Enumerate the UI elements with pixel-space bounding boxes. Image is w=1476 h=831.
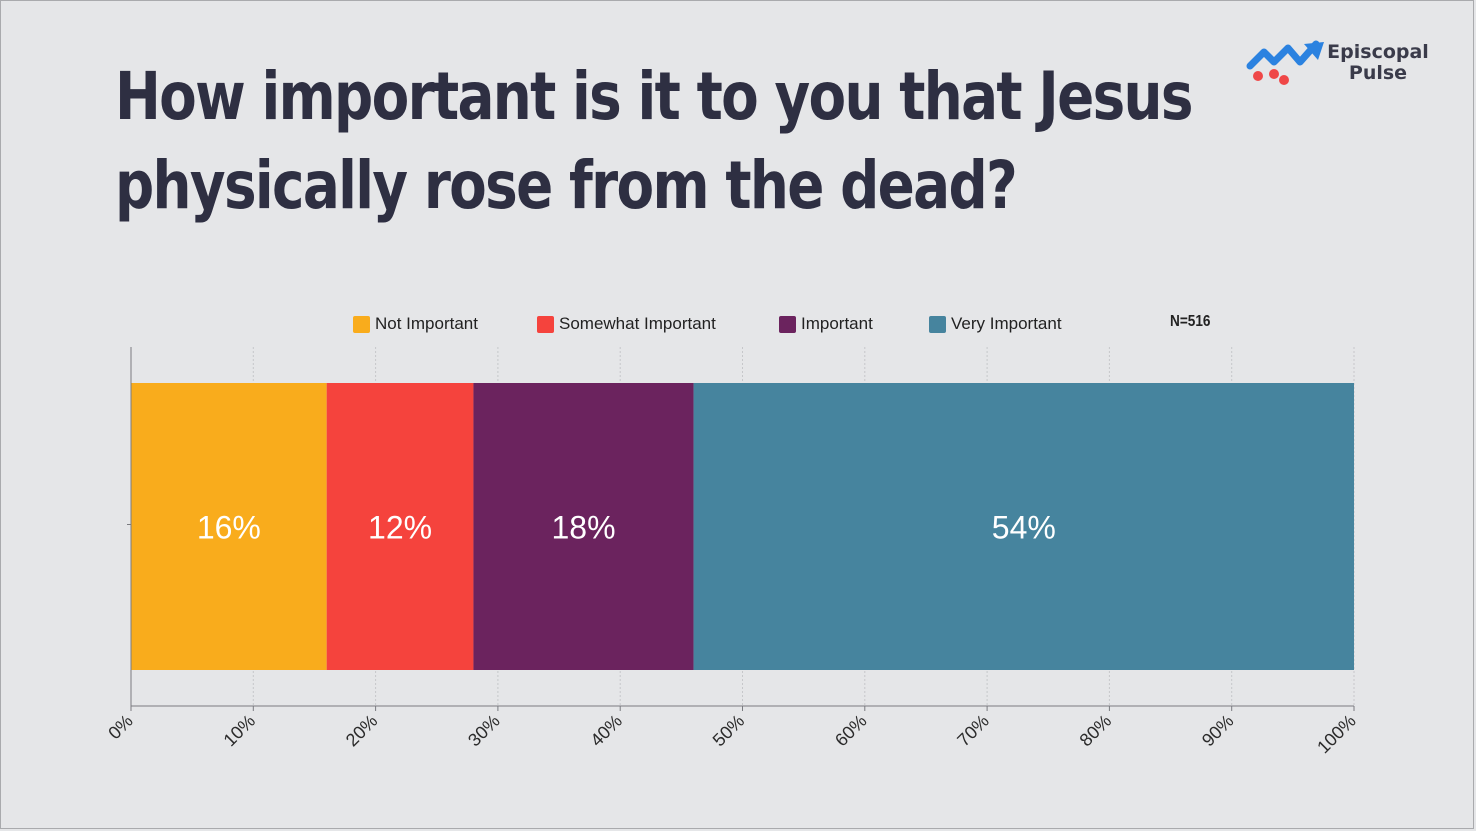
bar-segment — [693, 383, 1354, 670]
x-tick-label: 100% — [1313, 711, 1360, 758]
x-tick-label: 70% — [953, 711, 993, 751]
legend-swatch — [353, 315, 370, 333]
bar-segment — [131, 383, 327, 670]
trend-arrow-icon — [1246, 40, 1324, 85]
bar-segment — [473, 383, 694, 670]
bar-segment — [326, 383, 474, 670]
x-tick-label: 50% — [709, 711, 749, 751]
legend-label: Very Important — [951, 314, 1062, 333]
title-line-2: physically rose from the dead? — [115, 147, 1018, 224]
legend-item-somewhat-important: Somewhat Important — [537, 314, 716, 334]
logo-line-2: Pulse — [1348, 62, 1408, 84]
x-tick-label: 30% — [464, 711, 504, 751]
legend-label: Important — [801, 314, 873, 333]
logo-wordmark: Episcopal Pulse — [1321, 42, 1435, 84]
logo-line-1: Episcopal — [1327, 41, 1429, 63]
x-tick-label: 10% — [220, 711, 260, 751]
chart-title: How important is it to you that Jesus ph… — [115, 52, 1193, 230]
title-line-1: How important is it to you that Jesus — [115, 58, 1193, 135]
data-label: 18% — [551, 510, 615, 546]
legend-item-important: Important — [779, 314, 873, 334]
sample-size-label: N=516 — [1170, 313, 1211, 330]
x-tick-label: 0% — [104, 711, 137, 744]
data-label: 54% — [992, 510, 1056, 546]
x-tick-label: 90% — [1198, 711, 1238, 751]
x-tick-label: 20% — [342, 711, 382, 751]
chart-legend: Not Important Somewhat Important Importa… — [0, 314, 1476, 336]
legend-label: Somewhat Important — [559, 314, 716, 333]
x-tick-label: 40% — [586, 711, 626, 751]
data-label: 12% — [368, 510, 432, 546]
legend-swatch — [929, 315, 946, 333]
legend-item-not-important: Not Important — [353, 314, 478, 334]
x-tick-label: 80% — [1076, 711, 1116, 751]
legend-swatch — [537, 315, 554, 333]
x-tick-label: 60% — [831, 711, 871, 751]
legend-swatch — [779, 315, 796, 333]
legend-label: Not Important — [375, 314, 478, 333]
data-label: 16% — [197, 510, 261, 546]
legend-item-very-important: Very Important — [929, 314, 1062, 334]
